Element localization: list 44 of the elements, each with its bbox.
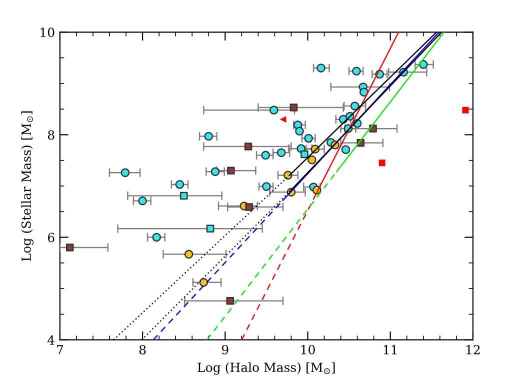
point [352, 66, 361, 76]
y-tick-label: 8 [48, 130, 54, 140]
x-tick-label: 10 [301, 344, 315, 354]
y-axis-title: Log (Stellar Mass) [M$_{⊙}$] [21, 111, 34, 261]
y-tick-label: 4 [48, 335, 54, 345]
point [359, 88, 368, 97]
point [295, 126, 304, 136]
point [184, 250, 194, 259]
point [204, 132, 214, 141]
point [180, 192, 188, 200]
point [300, 150, 308, 158]
point [226, 297, 234, 305]
point [462, 106, 469, 114]
x-tick-label: 12 [466, 344, 480, 354]
point [316, 64, 326, 72]
point [206, 224, 214, 232]
point [290, 104, 298, 112]
y-tick-label: 10 [40, 28, 54, 38]
point [262, 182, 271, 191]
x-tick-label: 11 [384, 344, 397, 354]
point [307, 155, 316, 164]
x-tick-label: 8 [139, 344, 146, 354]
point [175, 180, 184, 189]
x-tick-label: 7 [57, 345, 64, 354]
point [276, 148, 286, 158]
point [120, 168, 130, 178]
point [280, 116, 286, 123]
point [244, 142, 252, 150]
point [341, 145, 350, 154]
y-tick-label: 6 [48, 232, 54, 242]
point [245, 203, 253, 211]
point [210, 167, 220, 176]
point [138, 196, 147, 206]
x-tick-label: 9 [222, 344, 228, 354]
x-axis-title: Log (Halo Mass) [M$_{⊙}$] [198, 362, 335, 375]
point [227, 166, 235, 174]
point [152, 232, 162, 242]
point [261, 150, 270, 160]
point [304, 134, 313, 143]
point [269, 106, 278, 115]
point [199, 278, 208, 287]
point [378, 160, 386, 166]
point [350, 102, 360, 110]
point [66, 244, 74, 252]
